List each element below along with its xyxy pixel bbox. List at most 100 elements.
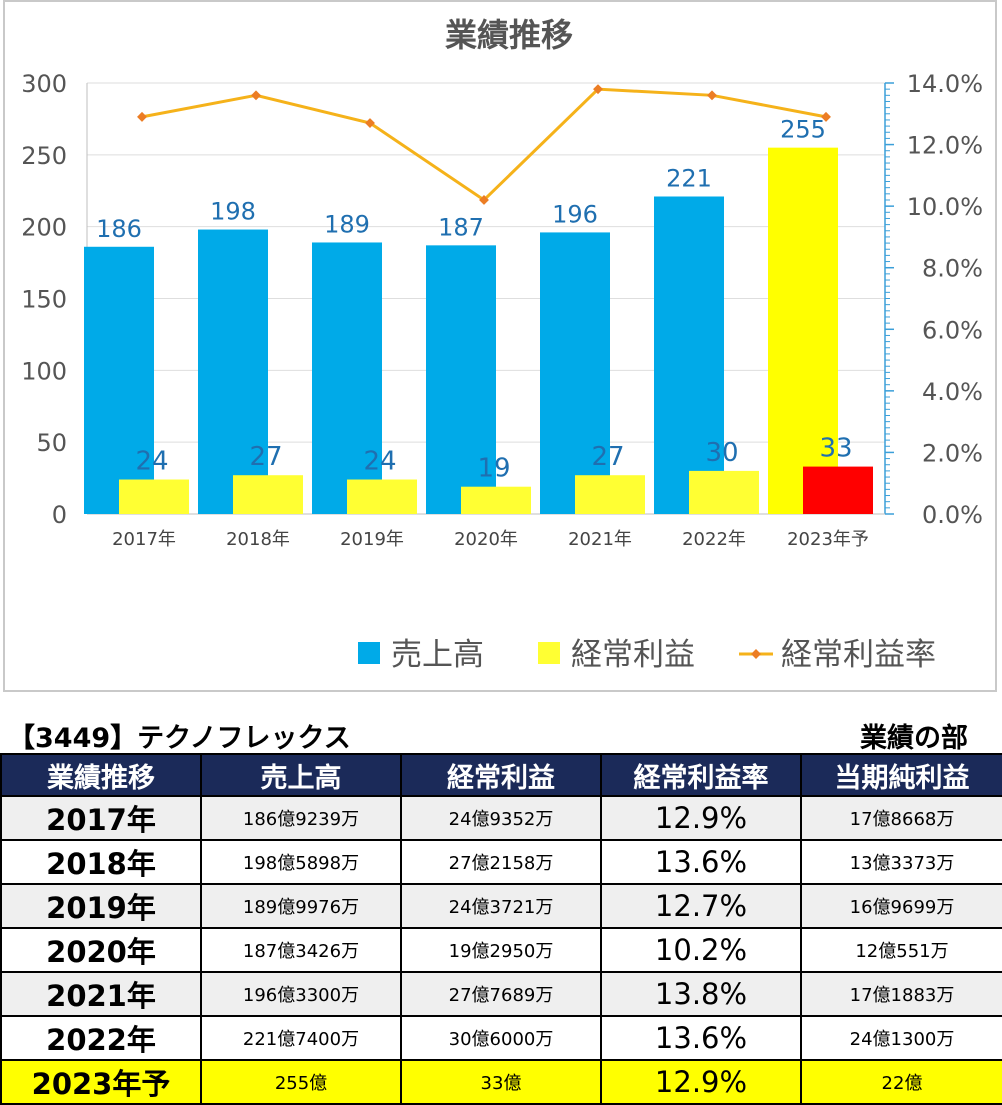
x-tick-label: 2022年: [682, 529, 746, 550]
sales-data-label: 189: [324, 210, 370, 238]
cell-net-income: 13億3373万: [800, 839, 1002, 885]
cell-net-income: 24億1300万: [800, 1015, 1002, 1061]
legend-swatch-profit: [538, 642, 560, 664]
company-title: 【3449】テクノフレックス: [8, 723, 351, 754]
cell-profit-rate: 10.2%: [600, 927, 802, 973]
header-ordinary-profit: 経常利益: [400, 753, 602, 797]
cell-year: 2018年: [0, 839, 202, 885]
profit-rate-marker: [137, 111, 147, 122]
sales-data-label: 187: [438, 213, 484, 241]
header-sales: 売上高: [200, 753, 402, 797]
cell-sales: 255億: [200, 1059, 402, 1105]
cell-ordinary-profit: 27億7689万: [400, 971, 602, 1017]
sales-data-label: 186: [96, 215, 142, 243]
sales-bar: [198, 229, 268, 515]
cell-net-income: 17億8668万: [800, 795, 1002, 841]
y-tick-label: 250: [21, 142, 67, 170]
x-tick-label: 2017年: [112, 529, 176, 550]
profit-rate-line: [141, 87, 827, 202]
sales-bar: [540, 232, 610, 514]
profit-rate-marker: [593, 84, 603, 95]
cell-ordinary-profit: 27億2158万: [400, 839, 602, 885]
y2-tick-label: 10.0%: [907, 193, 983, 221]
profit-data-label: 19: [477, 454, 510, 484]
sales-data-label: 255: [780, 116, 826, 144]
table-row: 2021年 196億3300万 27億7689万 13.8% 17億1883万: [0, 971, 1002, 1017]
cell-sales: 189億9976万: [200, 883, 402, 929]
cell-sales: 186億9239万: [200, 795, 402, 841]
profit-data-label: 30: [705, 438, 738, 468]
y-tick-label: 300: [21, 70, 67, 98]
cell-net-income: 12億551万: [800, 927, 1002, 973]
profit-rate-marker: [821, 111, 831, 122]
profit-data-label: 33: [819, 434, 852, 464]
header-period: 業績推移: [0, 753, 202, 797]
cell-ordinary-profit: 24億3721万: [400, 883, 602, 929]
cell-year: 2020年: [0, 927, 202, 973]
sales-bar: [84, 246, 154, 514]
profit-bar: [461, 486, 531, 514]
y-tick-label: 150: [21, 286, 67, 314]
cell-profit-rate: 13.6%: [600, 839, 802, 885]
cell-net-income: 17億1883万: [800, 971, 1002, 1017]
sales-bar: [426, 245, 496, 515]
y-tick-label: 50: [36, 429, 67, 457]
cell-sales: 198億5898万: [200, 839, 402, 885]
cell-sales: 196億3300万: [200, 971, 402, 1017]
y2-tick-label: 12.0%: [907, 132, 983, 160]
profit-rate-marker: [707, 90, 717, 101]
profit-bar: [119, 479, 189, 514]
y2-tick-label: 6.0%: [922, 316, 983, 344]
profit-bar: [803, 466, 873, 514]
table-row: 2017年 186億9239万 24億9352万 12.9% 17億8668万: [0, 795, 1002, 841]
cell-ordinary-profit: 30億6000万: [400, 1015, 602, 1061]
sales-bar: [768, 147, 838, 514]
cell-profit-rate: 12.9%: [600, 1059, 802, 1105]
y2-tick-label: 0.0%: [922, 501, 983, 529]
profit-rate-marker: [479, 195, 489, 205]
y2-tick-label: 4.0%: [922, 378, 983, 406]
sales-bar: [654, 196, 724, 514]
cell-ordinary-profit: 19億2950万: [400, 927, 602, 973]
cell-sales: 221億7400万: [200, 1015, 402, 1061]
sales-data-label: 221: [666, 164, 712, 192]
legend-marker-rate: [751, 649, 761, 659]
profit-bar: [689, 470, 759, 514]
cell-profit-rate: 13.6%: [600, 1015, 802, 1061]
table-header-row: 業績推移 売上高 経常利益 経常利益率 当期純利益: [0, 753, 1002, 797]
cell-profit-rate: 12.7%: [600, 883, 802, 929]
profit-data-label: 27: [591, 442, 624, 472]
cell-sales: 187億3426万: [200, 927, 402, 973]
y2-tick-label: 8.0%: [922, 255, 983, 283]
sales-bar: [312, 242, 382, 514]
table-row: 2019年 189億9976万 24億3721万 12.7% 16億9699万: [0, 883, 1002, 929]
x-tick-label: 2019年: [340, 529, 404, 550]
profit-bar: [347, 479, 417, 514]
profit-rate-marker: [251, 90, 261, 101]
chart-panel: 0 50 100 150 200 250 300 0.0% 2.0% 4.0% 6.0% 8.0% 10…: [3, 0, 997, 692]
cell-year: 2017年: [0, 795, 202, 841]
profit-data-label: 24: [135, 447, 168, 477]
y-tick-label: 0: [52, 501, 67, 529]
x-tick-label: 2020年: [454, 529, 518, 550]
profit-bar: [575, 475, 645, 514]
cell-ordinary-profit: 33億: [400, 1059, 602, 1105]
table-row: 2018年 198億5898万 27億2158万 13.6% 13億3373万: [0, 839, 1002, 885]
legend-swatch-sales: [358, 642, 380, 664]
profit-bar: [233, 475, 303, 514]
cell-year: 2021年: [0, 971, 202, 1017]
chart-title: 業績推移: [445, 16, 573, 54]
cell-profit-rate: 13.8%: [600, 971, 802, 1017]
y2-tick-label: 14.0%: [907, 70, 983, 98]
chart: 0 50 100 150 200 250 300 0.0% 2.0% 4.0% 6.0% 8.0% 10…: [21, 16, 983, 673]
header-net-income: 当期純利益: [800, 753, 1002, 797]
performance-table: 業績推移 売上高 経常利益 経常利益率 当期純利益 2017年 186億9239…: [0, 753, 1002, 1105]
cell-net-income: 22億: [800, 1059, 1002, 1105]
profit-data-label: 27: [249, 442, 282, 472]
legend-label-sales: 売上高: [391, 637, 484, 673]
y-tick-label: 100: [21, 357, 67, 385]
sales-data-label: 196: [552, 200, 598, 228]
section-label: 業績の部: [860, 723, 968, 754]
legend-label-rate: 経常利益率: [781, 637, 936, 673]
y-tick-label: 200: [21, 214, 67, 242]
